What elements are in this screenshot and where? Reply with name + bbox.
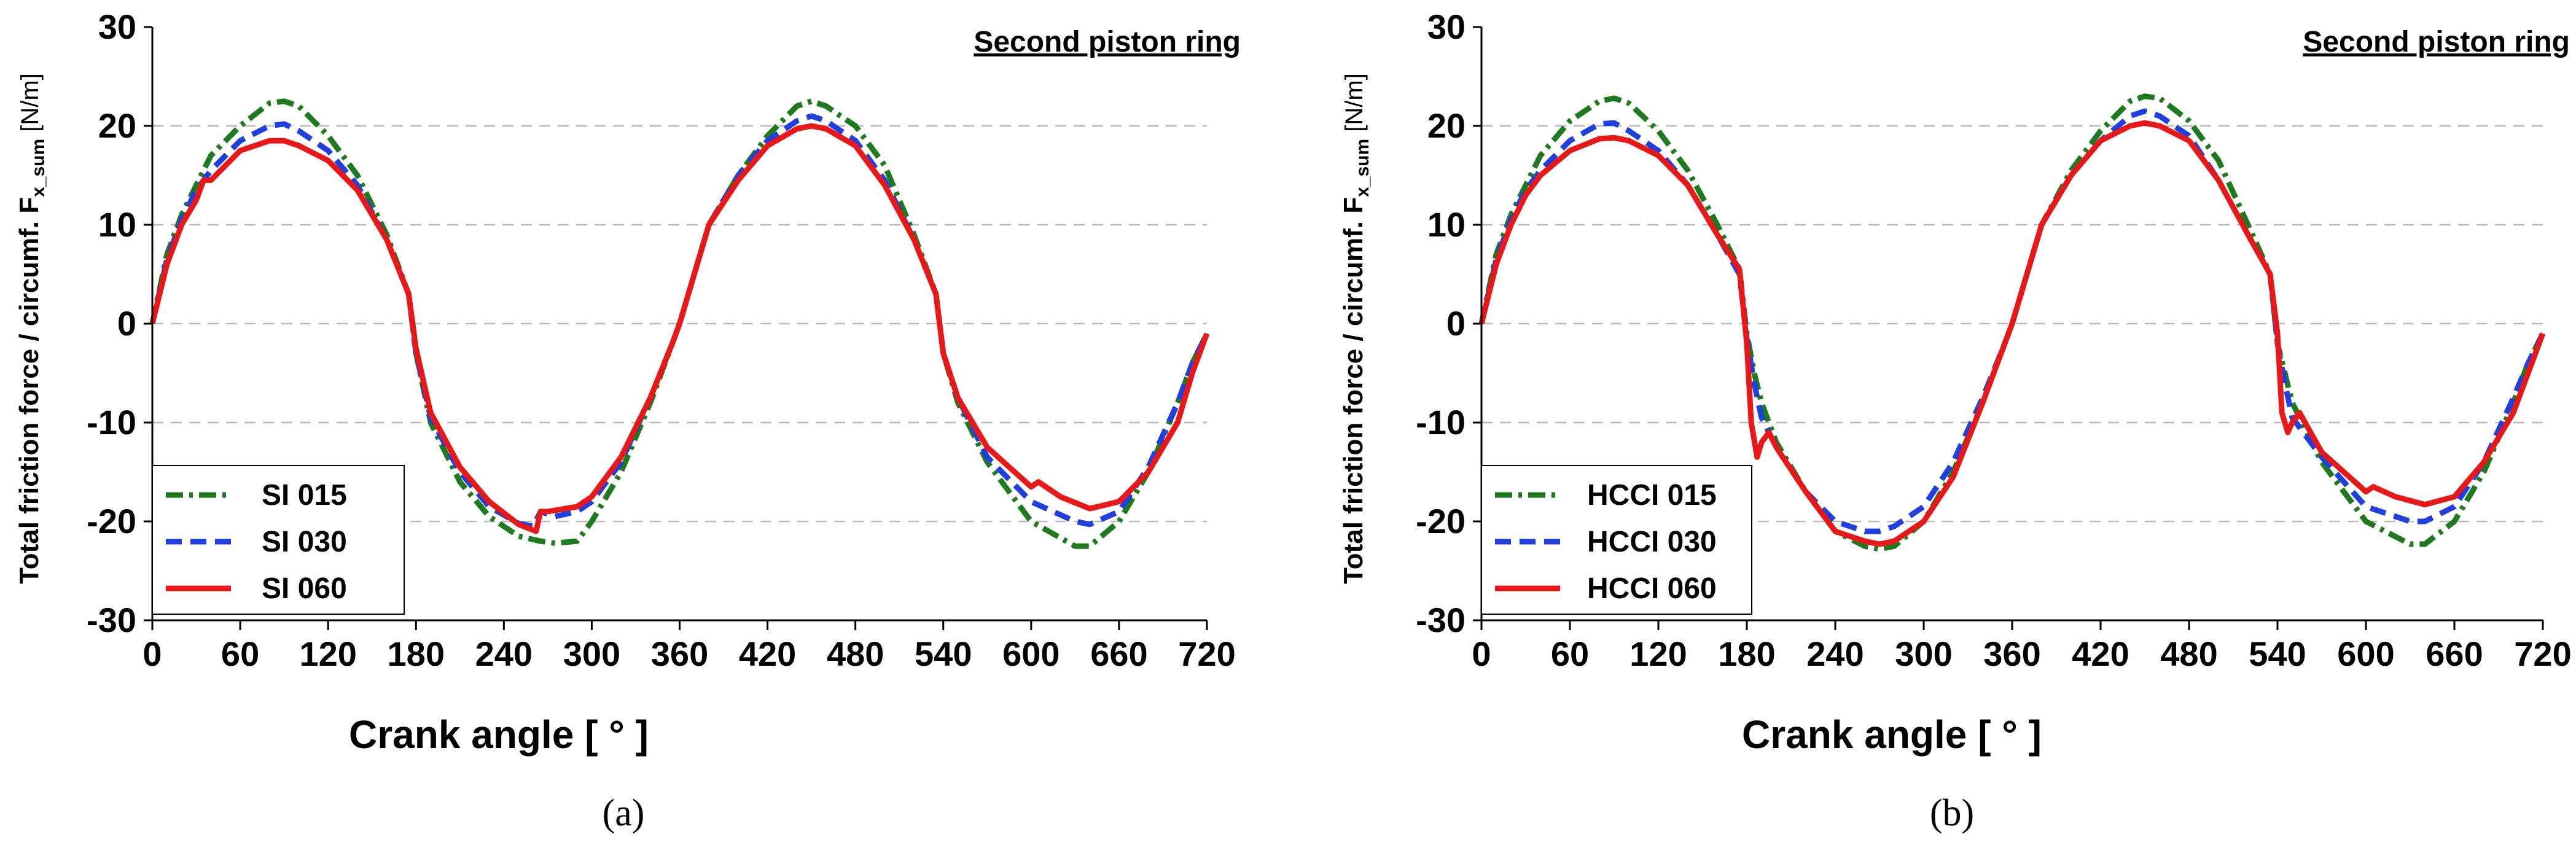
chart-panel-b: 30 20 10 0 -10 -20 -30 0 60 120 180 240 300 360 420 48… <box>1338 7 2572 834</box>
legend-entry-hcci-015: HCCI 015 <box>1495 479 1717 512</box>
chart-title: Second piston ring <box>974 26 1241 58</box>
y-tick-label: -10 <box>1416 403 1466 442</box>
legend-label: HCCI 060 <box>1587 572 1717 605</box>
y-tick-label: 10 <box>1427 205 1466 244</box>
series-layer <box>149 98 1210 549</box>
x-tick-label: 360 <box>1983 634 2040 673</box>
legend-label: SI 015 <box>262 479 347 512</box>
legend-label: HCCI 015 <box>1587 479 1717 512</box>
legend: HCCI 015 HCCI 030 HCCI 060 <box>1481 465 1752 615</box>
x-tick-label: 0 <box>142 634 162 673</box>
legend-entry-si-060: SI 060 <box>166 572 347 605</box>
legend-label: SI 030 <box>262 526 347 558</box>
x-tick-label: 600 <box>2337 634 2394 673</box>
x-tick-label: 240 <box>475 634 533 673</box>
x-tick-label: 480 <box>827 634 884 673</box>
x-tick-label: 420 <box>2072 634 2129 673</box>
y-tick-label: -30 <box>1416 601 1466 639</box>
legend-entry-hcci-030: HCCI 030 <box>1495 526 1717 558</box>
x-tick-label: 720 <box>1178 634 1235 673</box>
y-tick-label: -20 <box>87 502 136 540</box>
x-tick-label: 720 <box>2514 634 2571 673</box>
series-line-si-060 <box>149 123 1210 534</box>
x-tick-label: 240 <box>1806 634 1864 673</box>
x-tick-label: 660 <box>2426 634 2483 673</box>
legend-entry-hcci-060: HCCI 060 <box>1495 572 1717 605</box>
x-tick-labels: 0 60 120 180 240 300 360 420 480 540 600 660 720 <box>142 634 1235 673</box>
x-tick-label: 600 <box>1002 634 1060 673</box>
y-tick-label: -30 <box>87 601 136 639</box>
y-tick-label: 20 <box>1427 106 1466 145</box>
legend-entry-si-015: SI 015 <box>166 479 347 512</box>
legend-entry-si-030: SI 030 <box>166 526 347 558</box>
legend-label: HCCI 030 <box>1587 526 1717 558</box>
x-tick-labels: 0 60 120 180 240 300 360 420 480 540 600 660 720 <box>1472 634 2571 673</box>
x-axis-title: Crank angle [ ° ] <box>349 712 649 757</box>
x-tick-label: 300 <box>563 634 620 673</box>
x-tick-label: 180 <box>1718 634 1775 673</box>
x-tick-label: 480 <box>2160 634 2217 673</box>
x-tick-label: 60 <box>1551 634 1589 673</box>
x-tick-label: 420 <box>739 634 796 673</box>
x-tick-label: 120 <box>299 634 356 673</box>
y-tick-label: 30 <box>1427 7 1466 46</box>
y-tick-labels: 30 20 10 0 -10 -20 -30 <box>87 7 136 639</box>
y-axis-title: Total friction force / circumf. Fx_sum [… <box>1338 73 1373 584</box>
x-tick-label: 660 <box>1090 634 1147 673</box>
x-axis-title: Crank angle [ ° ] <box>1742 712 2042 757</box>
legend: SI 015 SI 030 SI 060 <box>152 465 405 615</box>
x-tick-label: 120 <box>1630 634 1687 673</box>
x-tick-label: 360 <box>651 634 708 673</box>
series-layer <box>1478 93 2546 552</box>
y-tick-label: 0 <box>1446 304 1466 343</box>
x-tick-label: 180 <box>388 634 445 673</box>
x-tick-label: 540 <box>2249 634 2306 673</box>
x-tick-label: 300 <box>1895 634 1952 673</box>
x-tick-label: 0 <box>1472 634 1491 673</box>
x-tick-label: 540 <box>915 634 972 673</box>
y-tick-label: -20 <box>1416 502 1466 540</box>
series-line-hcci-060 <box>1478 120 2546 547</box>
chart-title: Second piston ring <box>2303 26 2570 58</box>
y-tick-label: 10 <box>98 205 136 244</box>
series-line-hcci-030 <box>1478 108 2546 534</box>
panel-label: (a) <box>603 792 645 834</box>
y-tick-labels: 30 20 10 0 -10 -20 -30 <box>1416 7 1466 639</box>
y-axis-title: Total friction force / circumf. Fx_sum [… <box>14 73 49 584</box>
y-tick-label: 0 <box>117 304 136 343</box>
chart-panel-a: 30 20 10 0 -10 -20 -30 0 60 120 180 240 300 360 420 48… <box>14 7 1241 834</box>
y-tick-label: 20 <box>98 106 136 145</box>
legend-label: SI 060 <box>262 572 347 605</box>
panel-label: (b) <box>1930 792 1974 834</box>
y-tick-label: -10 <box>87 403 136 442</box>
y-tick-label: 30 <box>98 7 136 46</box>
x-tick-label: 60 <box>221 634 259 673</box>
